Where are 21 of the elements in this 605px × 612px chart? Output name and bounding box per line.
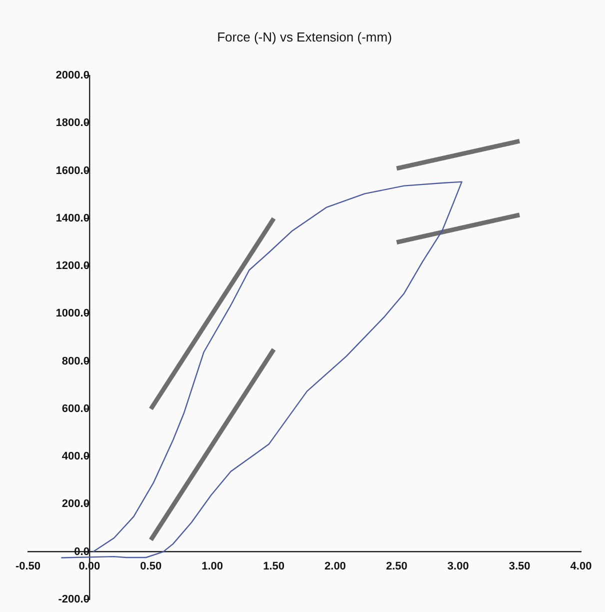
y-tick-label: 600.0 [62, 402, 90, 415]
chart-title: Force (-N) vs Extension (-mm) [217, 29, 392, 44]
x-tick-label: 3.50 [508, 560, 530, 572]
y-tick-label: 1000.0 [56, 308, 90, 320]
y-tick-label: 2000.0 [56, 70, 90, 82]
y-tick-label: 1200.0 [56, 260, 90, 272]
y-tick-label: 200.0 [62, 498, 90, 510]
x-tick-label: 1.50 [263, 560, 284, 572]
x-tick-label: 2.00 [324, 560, 346, 572]
x-tick-label: 2.50 [386, 560, 408, 572]
y-tick-label: -200.0 [58, 593, 90, 606]
y-tick-label: 1400.0 [56, 212, 90, 224]
x-tick-label: 1.00 [202, 560, 224, 572]
y-tick-label: 1600.0 [56, 164, 90, 177]
y-tick-label: 1800.0 [56, 117, 90, 130]
y-tick-label: 800.0 [62, 355, 90, 368]
y-tick-label: 400.0 [62, 450, 90, 463]
x-tick-label: 4.00 [570, 560, 592, 572]
x-tick-label: 0.50 [140, 560, 162, 572]
x-tick-label: 3.00 [447, 560, 469, 572]
x-tick-label: -0.50 [15, 560, 41, 572]
